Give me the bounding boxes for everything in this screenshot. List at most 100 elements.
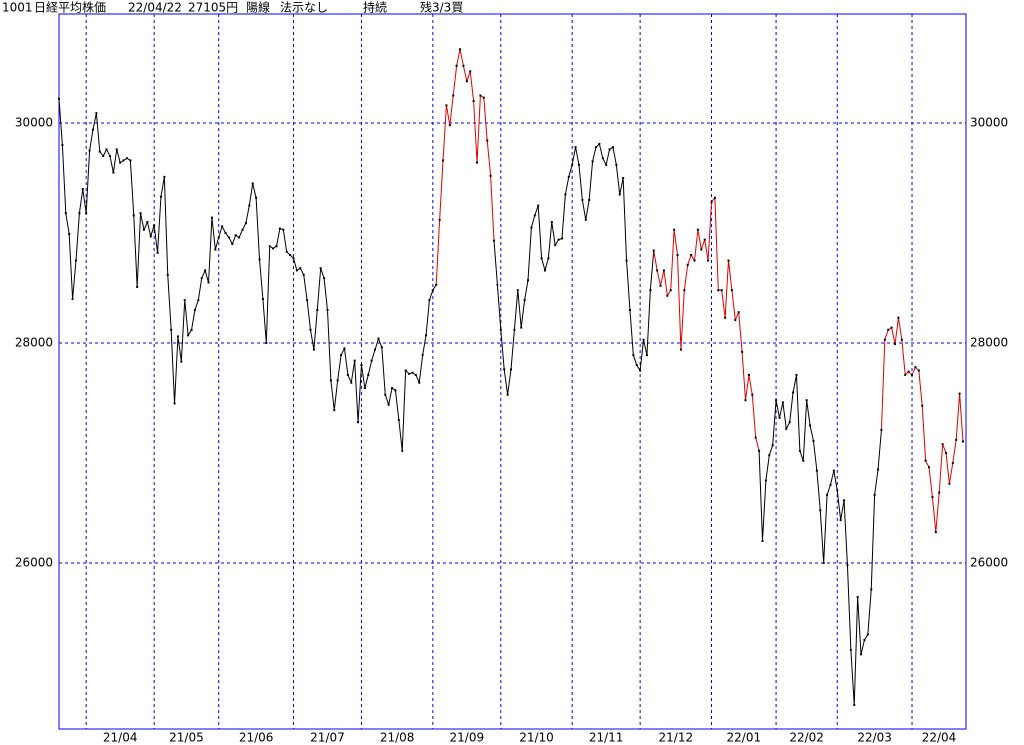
price-point (210, 216, 213, 219)
price-point (374, 348, 377, 351)
price-point (387, 403, 390, 406)
price-point (224, 232, 227, 235)
price-point (948, 482, 951, 485)
price-point (720, 289, 723, 292)
price-point (635, 364, 638, 367)
price-point (809, 424, 812, 427)
price-point (431, 289, 434, 292)
price-point (95, 112, 98, 115)
price-point (465, 80, 468, 83)
price-point (911, 373, 914, 376)
price-point (792, 391, 795, 394)
price-point (710, 201, 713, 204)
price-point (265, 342, 268, 345)
price-point (713, 196, 716, 199)
price-point (326, 309, 329, 312)
price-point (628, 309, 631, 312)
price-point (662, 269, 665, 272)
price-point (102, 155, 105, 158)
price-point (873, 493, 876, 496)
price-point (282, 228, 285, 231)
price-point (683, 289, 686, 292)
price-point (955, 438, 958, 441)
price-point (659, 284, 662, 287)
price-point (914, 366, 917, 369)
price-point (81, 188, 84, 191)
price-point (747, 373, 750, 376)
price-point (560, 237, 563, 240)
price-point (717, 289, 720, 292)
price-point (207, 281, 210, 284)
price-point (448, 124, 451, 127)
price-point (877, 468, 880, 471)
price-point (856, 596, 859, 599)
price-point (547, 257, 550, 260)
price-point (894, 343, 897, 346)
price-point (442, 159, 445, 162)
price-point (438, 218, 441, 221)
price-point (523, 299, 526, 302)
price-point (591, 160, 594, 163)
price-point (425, 334, 428, 337)
price-point (819, 509, 822, 512)
x-tick-label: 21/11 (589, 731, 624, 745)
price-point (696, 228, 699, 231)
price-point (567, 175, 570, 178)
header-text: 持続 (363, 0, 387, 15)
x-tick-label: 21/09 (450, 731, 485, 745)
x-tick-label: 21/07 (310, 731, 345, 745)
price-point (255, 196, 258, 199)
price-point (380, 346, 383, 349)
price-point (258, 258, 261, 261)
price-point (751, 393, 754, 396)
y-tick-label: 28000 (15, 336, 53, 350)
price-point (234, 234, 237, 237)
price-point (336, 379, 339, 382)
y-tick-label-right: 26000 (970, 556, 1008, 570)
price-point (367, 373, 370, 376)
price-point (554, 244, 557, 247)
price-point (863, 639, 866, 642)
price-point (829, 483, 832, 486)
price-point (836, 489, 839, 492)
header-text: 陽線 (246, 0, 270, 15)
price-point (499, 328, 502, 331)
price-point (727, 259, 730, 262)
price-point (170, 328, 173, 331)
x-tick-label: 21/06 (239, 731, 274, 745)
price-point (360, 364, 363, 367)
price-point (938, 491, 941, 494)
price-point (214, 248, 217, 251)
price-point (676, 254, 679, 257)
header-text: 1001 (2, 1, 33, 15)
price-point (363, 387, 366, 390)
price-point (459, 48, 462, 51)
price-point (690, 254, 693, 257)
price-point (564, 193, 567, 196)
price-point (397, 419, 400, 422)
price-point (812, 439, 815, 442)
price-point (350, 381, 353, 384)
x-tick-label: 21/04 (103, 731, 138, 745)
price-point (190, 328, 193, 331)
price-point (506, 393, 509, 396)
price-point (445, 104, 448, 107)
x-tick-label: 22/01 (727, 731, 762, 745)
price-point (771, 444, 774, 447)
price-point (962, 440, 964, 443)
price-point (217, 236, 220, 239)
price-point (574, 146, 577, 149)
price-point (244, 222, 247, 225)
price-point (883, 338, 886, 341)
price-line (880, 317, 964, 533)
price-point (346, 373, 349, 376)
price-point (248, 204, 251, 207)
price-point (166, 273, 169, 276)
price-point (316, 309, 319, 312)
price-point (187, 334, 190, 337)
price-line (493, 142, 655, 395)
y-tick-label: 26000 (15, 556, 53, 570)
price-point (625, 259, 628, 262)
price-point (377, 337, 380, 340)
y-tick-label-right: 28000 (970, 336, 1008, 350)
